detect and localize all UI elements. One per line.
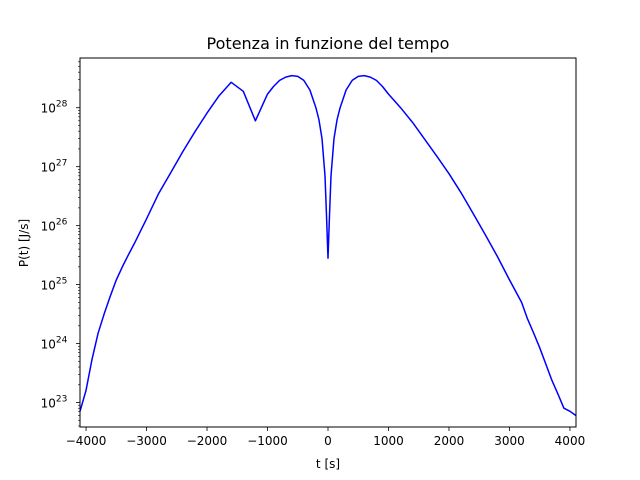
x-tick-label: 3000	[494, 434, 525, 448]
y-axis-label: P(t) [J/s]	[17, 219, 31, 267]
x-tick-label: 1000	[373, 434, 404, 448]
y-tick-label: 1023	[41, 395, 68, 411]
chart-title: Potenza in funzione del tempo	[207, 34, 450, 53]
x-axis-label: t [s]	[316, 457, 340, 471]
y-tick-label: 1024	[41, 336, 68, 352]
y-axis: 1023 1024 1025 1026 1027 1028	[41, 61, 80, 427]
x-tick-label: 4000	[555, 434, 586, 448]
plot-area	[79, 74, 577, 417]
series-line	[79, 74, 577, 417]
y-tick-label: 1025	[41, 277, 68, 293]
x-tick-label: −1000	[247, 434, 288, 448]
x-tick-label: −2000	[187, 434, 228, 448]
x-tick-label: 2000	[434, 434, 465, 448]
y-tick-label: 1027	[41, 159, 68, 175]
x-tick-label: 0	[324, 434, 332, 448]
y-tick-label: 1026	[41, 218, 68, 234]
x-tick-label: −4000	[66, 434, 107, 448]
x-tick-label: −3000	[126, 434, 167, 448]
x-axis: −4000 −3000 −2000 −1000 0 1000 2000 3000 4000	[66, 427, 585, 448]
y-tick-label: 1028	[41, 100, 68, 116]
